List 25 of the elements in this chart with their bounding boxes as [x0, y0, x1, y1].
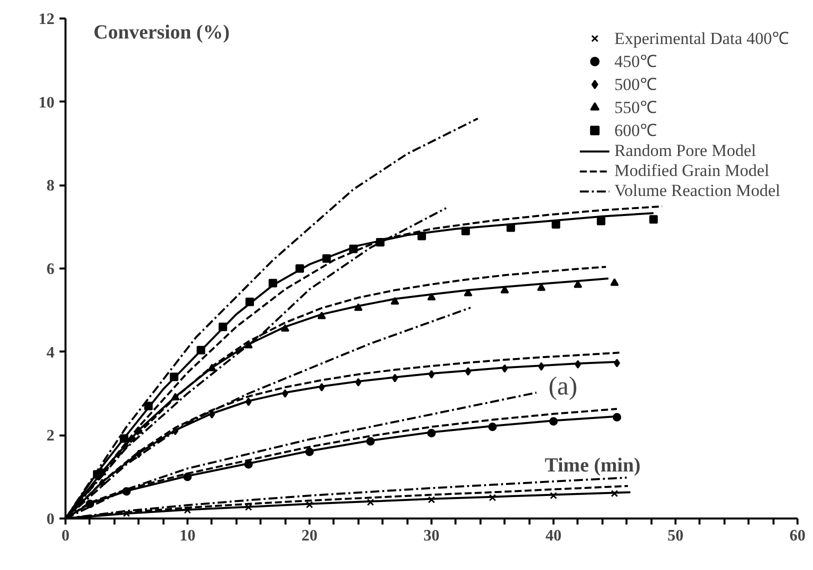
x-tick-label: 60 — [790, 528, 806, 544]
x-tick-label: 30 — [424, 528, 440, 544]
y-tick-label: 0 — [46, 511, 54, 528]
legend-label: Volume Reaction Model — [614, 181, 780, 201]
x-tick-label: 50 — [668, 528, 684, 544]
y-tick-label: 8 — [46, 178, 54, 195]
legend-label: Random Pore Model — [614, 141, 756, 161]
legend-label: 500℃ — [614, 74, 657, 95]
annotation: (a) — [548, 372, 578, 400]
y-tick-label: 4 — [46, 344, 54, 362]
x-tick-label: 40 — [546, 528, 562, 544]
x-axis-title: Time (min) — [544, 454, 640, 476]
x-tick-label: 10 — [180, 528, 196, 544]
x-tick-label: 20 — [302, 528, 318, 544]
y-axis-title: Conversion (%) — [94, 22, 230, 44]
y-tick-label: 2 — [46, 428, 54, 445]
y-tick-label: 12 — [38, 11, 54, 28]
legend-label: Modified Grain Model — [614, 161, 770, 181]
legend-label: 550℃ — [614, 97, 657, 118]
x-tick-label: 0 — [62, 528, 70, 544]
y-tick-label: 6 — [46, 261, 54, 278]
y-tick-label: 10 — [38, 94, 54, 112]
legend-label: 600℃ — [614, 120, 657, 141]
legend-label: 450℃ — [614, 51, 657, 72]
legend-label: Experimental Data 400℃ — [614, 28, 789, 49]
